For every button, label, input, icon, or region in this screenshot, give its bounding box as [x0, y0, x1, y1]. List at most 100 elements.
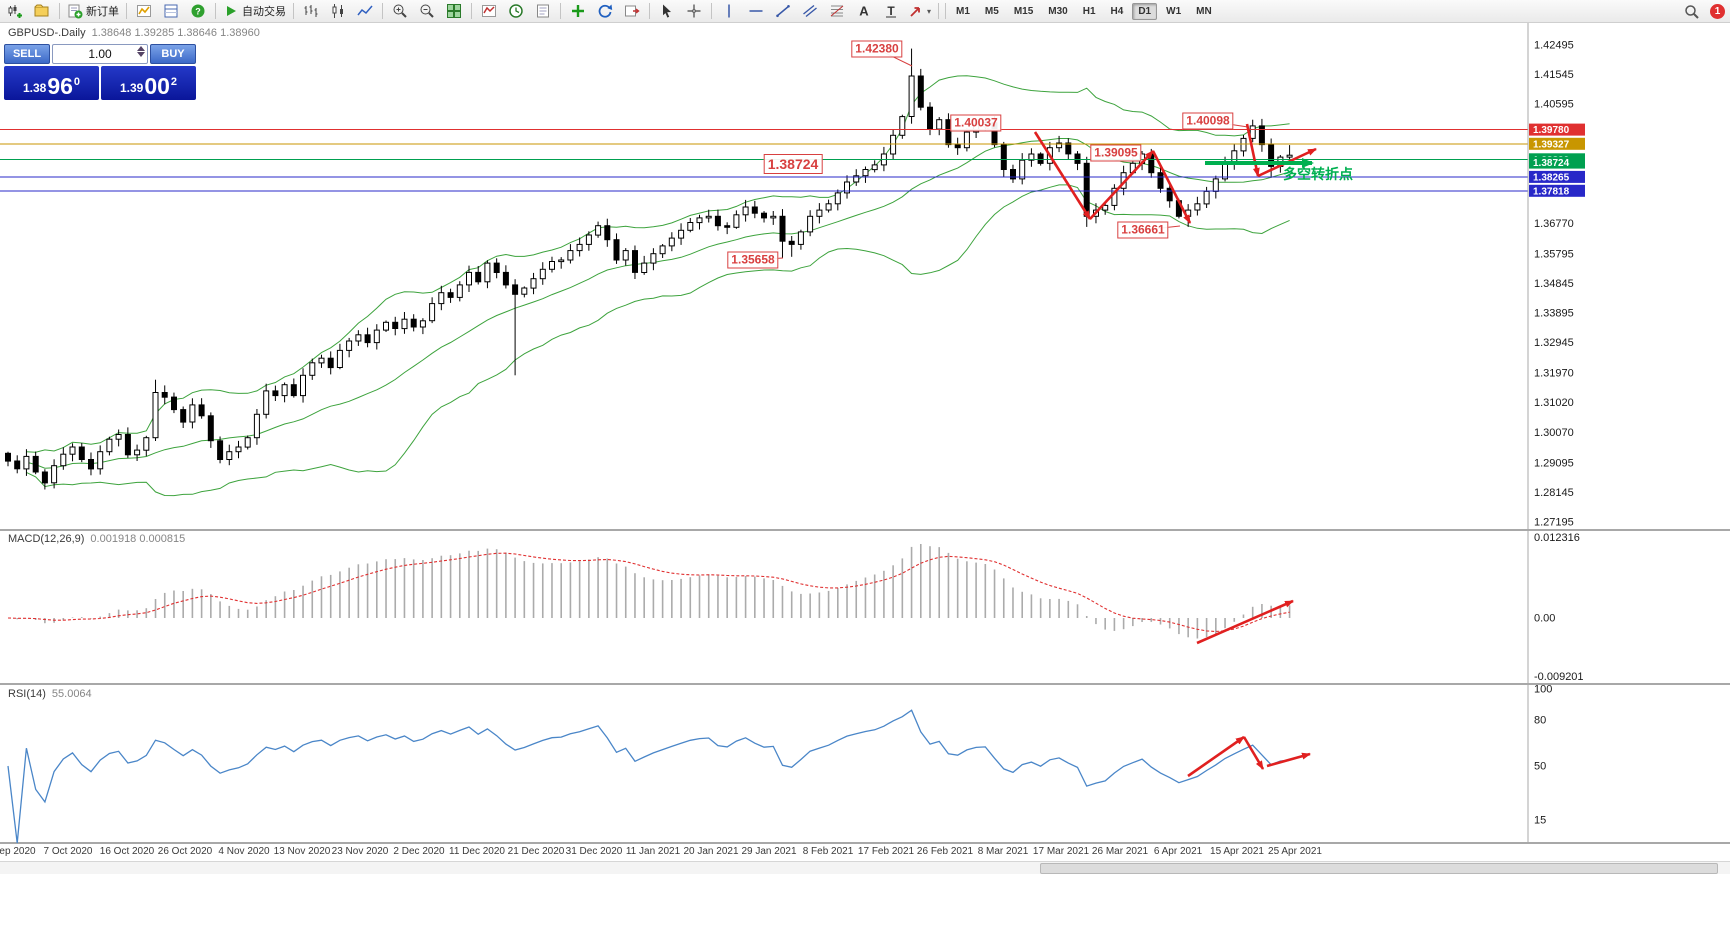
text-button[interactable]: A	[851, 0, 877, 22]
buy-price[interactable]: 1.39 00 2	[101, 66, 196, 100]
new-chart-button[interactable]	[2, 0, 28, 22]
volume-stepper[interactable]	[137, 46, 145, 57]
ohlc-values: 1.38648 1.39285 1.38646 1.38960	[91, 27, 260, 39]
timeframe-d1[interactable]: D1	[1132, 2, 1158, 20]
price-annotation[interactable]: 1.42380	[851, 40, 903, 58]
bar-chart-button[interactable]	[298, 0, 324, 22]
auto-scroll-button[interactable]	[592, 0, 618, 22]
templates-button[interactable]	[530, 0, 556, 22]
timeframe-toolbar: M1 M5 M15 M30 H1 H4 D1 W1 MN	[949, 2, 1219, 20]
price-tag	[1529, 156, 1585, 169]
price-annotation[interactable]: 1.40037	[950, 114, 1002, 132]
new-order-button[interactable]: 新订单	[64, 0, 122, 22]
tile-windows-button[interactable]	[441, 0, 467, 22]
svg-text:1.30070: 1.30070	[1534, 427, 1574, 439]
horizontal-line-button[interactable]	[743, 0, 769, 22]
svg-text:1.38265: 1.38265	[1533, 172, 1570, 183]
time-axis-label: 17 Feb 2021	[857, 846, 915, 857]
indicators-button[interactable]	[476, 0, 502, 22]
indicator-list-button[interactable]	[131, 0, 157, 22]
toolbar-divider	[59, 3, 60, 19]
toolbar-divider	[293, 3, 294, 19]
data-window-button[interactable]	[158, 0, 184, 22]
horizontal-level-lines[interactable]	[0, 129, 1528, 192]
label-button[interactable]: T	[878, 0, 904, 22]
sell-price-base: 1.38	[22, 81, 47, 95]
trendline-button[interactable]	[770, 0, 796, 22]
time-axis-label: 2 Dec 2020	[393, 846, 445, 857]
arrows-button[interactable]: ▾	[905, 0, 934, 22]
price-annotation[interactable]: 1.40098	[1182, 112, 1234, 130]
bollinger-lower-band	[26, 184, 1290, 497]
sell-button[interactable]: SELL	[4, 44, 50, 64]
timeframe-m30[interactable]: M30	[1048, 5, 1068, 17]
trend-arrows[interactable]	[1033, 123, 1317, 778]
svg-text:1.39780: 1.39780	[1533, 125, 1570, 136]
turning-point-label[interactable]: 多空转折点	[1283, 166, 1353, 182]
crosshair-button[interactable]	[681, 0, 707, 22]
add-indicator-button[interactable]	[565, 0, 591, 22]
toolbar-divider	[560, 3, 561, 19]
buy-button[interactable]: BUY	[150, 44, 196, 64]
autotrading-button[interactable]: 自动交易	[220, 0, 289, 22]
bollinger-upper-band	[26, 75, 1290, 453]
cursor-button[interactable]	[654, 0, 680, 22]
time-axis-label: 23 Nov 2020	[331, 846, 389, 857]
time-axis-label: 25 Apr 2021	[1268, 846, 1322, 857]
svg-text:1.41545: 1.41545	[1534, 69, 1574, 81]
price-axis: 1.42495 1.41545 1.40595 1.36770 1.35795 1.348…	[1529, 40, 1585, 529]
timeframe-m5[interactable]: M5	[984, 5, 999, 17]
scrollbar-thumb[interactable]	[1040, 863, 1718, 874]
timeframe-m15[interactable]: M15	[1013, 5, 1034, 17]
rsi-label: RSI(14)	[8, 688, 46, 700]
one-click-trading-panel: SELL 1.00 BUY 1.38 96 0 1.39 00 2	[4, 44, 196, 100]
bollinger-middle-band	[26, 138, 1290, 469]
volume-input[interactable]: 1.00	[52, 44, 148, 64]
time-axis-label: 11 Jan 2021	[625, 846, 681, 857]
price-annotation[interactable]: 1.35658	[727, 251, 779, 269]
svg-text:1.31020: 1.31020	[1534, 397, 1574, 409]
svg-text:50: 50	[1534, 761, 1546, 773]
vertical-line-button[interactable]	[716, 0, 742, 22]
svg-text:1.34845: 1.34845	[1534, 278, 1574, 290]
price-annotation[interactable]: 1.39095	[1090, 144, 1142, 162]
macd-values: 0.001918 0.000815	[90, 533, 186, 545]
channel-button[interactable]	[797, 0, 823, 22]
svg-text:1.37818: 1.37818	[1533, 186, 1570, 197]
zoom-out-button[interactable]	[414, 0, 440, 22]
help-button[interactable]: ?	[185, 0, 211, 22]
timeframe-mn[interactable]: MN	[1196, 5, 1212, 17]
toolbar-divider	[649, 3, 650, 19]
fibonacci-button[interactable]	[824, 0, 850, 22]
search-icon[interactable]	[1679, 1, 1705, 23]
svg-text:1.40595: 1.40595	[1534, 99, 1574, 111]
zoom-in-button[interactable]	[387, 0, 413, 22]
profiles-button[interactable]	[29, 0, 55, 22]
svg-text:100: 100	[1534, 684, 1552, 696]
price-annotation[interactable]: 1.36661	[1117, 221, 1169, 239]
timeframe-m1[interactable]: M1	[956, 5, 970, 17]
svg-text:1.38724: 1.38724	[1533, 158, 1570, 169]
sell-price[interactable]: 1.38 96 0	[4, 66, 99, 100]
line-chart-button[interactable]	[352, 0, 378, 22]
svg-text:1.35795: 1.35795	[1534, 248, 1574, 260]
chart-shift-button[interactable]	[619, 0, 645, 22]
timeframe-h4[interactable]: H4	[1110, 5, 1124, 17]
volume-up-icon[interactable]	[137, 46, 145, 51]
volume-down-icon[interactable]	[137, 52, 145, 57]
time-axis-label: 26 Oct 2020	[157, 846, 213, 857]
toolbar-divider	[215, 3, 216, 19]
horizontal-scrollbar[interactable]	[0, 861, 1730, 874]
time-axis-label: 13 Nov 2020	[273, 846, 331, 857]
timeframe-h1[interactable]: H1	[1082, 5, 1096, 17]
svg-text:0.00: 0.00	[1534, 613, 1555, 625]
periods-button[interactable]	[503, 0, 529, 22]
notification-badge[interactable]: 1	[1710, 4, 1725, 19]
timeframe-w1[interactable]: W1	[1166, 5, 1182, 17]
candlestick-chart-button[interactable]	[325, 0, 351, 22]
price-tag	[1529, 184, 1585, 197]
price-annotation[interactable]: 1.38724	[763, 154, 823, 174]
svg-text:1.28145: 1.28145	[1534, 487, 1574, 499]
